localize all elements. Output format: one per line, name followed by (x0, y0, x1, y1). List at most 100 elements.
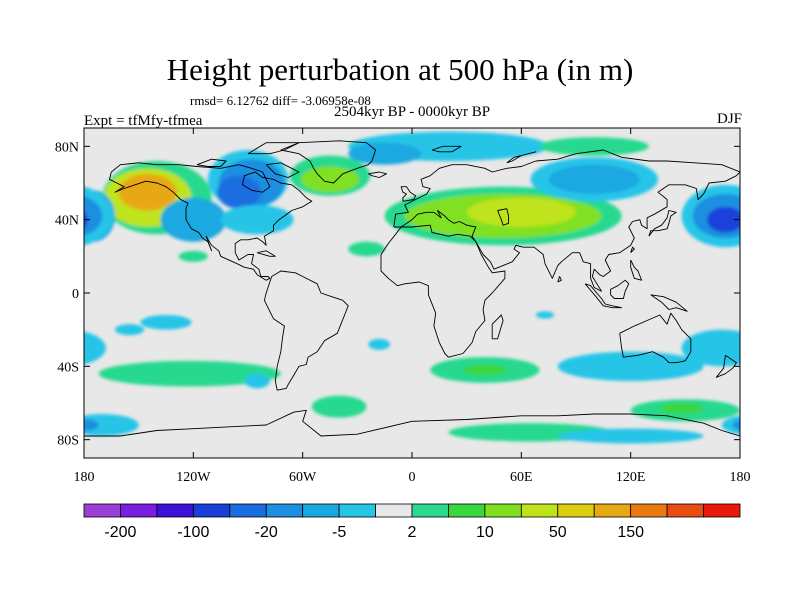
experiment-label: Expt = tfMfy-tfmea (84, 113, 203, 129)
season-label: DJF (716, 111, 742, 127)
coastline-africa (380, 224, 506, 358)
lat-tick-label: 80N (55, 140, 79, 155)
anomaly-indian-ocean-low (535, 311, 555, 319)
anomaly-southern-ocean-low (681, 329, 740, 367)
colorbar-swatch (192, 503, 231, 518)
colorbar-swatch (156, 503, 194, 518)
anomaly-antarctic-low (84, 414, 139, 436)
lon-tick-label: 0 (409, 470, 416, 485)
anomaly-antarctic-high (311, 395, 367, 418)
coastline-ellesmere (247, 142, 300, 155)
colorbar-swatch (83, 503, 121, 518)
colorbar-label: -5 (332, 524, 346, 541)
colorbar-swatch (520, 503, 559, 518)
anomaly-antarctic-low (84, 419, 99, 431)
colorbar-swatch (265, 503, 304, 518)
lon-tick-label: 60W (289, 470, 317, 485)
colorbar-swatch (338, 503, 376, 518)
anomaly-south-pacific-low (114, 324, 145, 336)
colorbar-swatch (557, 503, 595, 518)
coastline-philippines (630, 259, 643, 281)
lon-tick-label: 180 (730, 470, 751, 485)
contour-field (84, 131, 740, 444)
coastline-borneo (610, 279, 630, 299)
lon-tick-label: 60E (510, 470, 533, 485)
colorbar-swatch (302, 503, 340, 518)
colorbar-label: -200 (104, 524, 136, 541)
anomaly-west-pacific-low (84, 196, 103, 236)
anomaly-southern-ocean-high (98, 360, 281, 387)
colorbar-label: 150 (617, 524, 644, 541)
period-label: 2504kyr BP - 0000kyr BP (333, 104, 491, 120)
anomaly-south-atlantic-low (368, 338, 391, 350)
lon-tick-label: 120E (616, 470, 646, 485)
coastline-britain (400, 186, 417, 202)
map-axes: 80N 40N 0 40S 80S 180 120W 60W 0 60E 120E 180 (55, 128, 751, 485)
colorbar-label: -100 (177, 524, 209, 541)
colorbar-swatch (375, 503, 413, 518)
colorbar-swatch (448, 503, 486, 518)
coastline-novaya-zemlya (506, 151, 537, 164)
anomaly-north-america-low (160, 197, 227, 242)
anomaly-antarctic-low (721, 415, 740, 435)
coastline-south-america (263, 270, 349, 391)
anomaly-north-america-low (220, 205, 294, 235)
coastlines (84, 140, 740, 437)
coastline-antarctica (84, 409, 740, 437)
colorbar-swatch (703, 503, 741, 518)
coastline-madagascar (491, 314, 504, 340)
anomaly-southern-ocean-low (244, 373, 270, 389)
coastline-sri-lanka (557, 276, 562, 283)
lat-tick-label: 40S (57, 360, 79, 375)
coastline-japan (648, 210, 677, 237)
anomaly-southern-ocean-low (557, 351, 704, 382)
colorbar-label: 10 (476, 524, 494, 541)
colorbar-swatch (411, 503, 449, 518)
anomaly-antarctic-low (732, 419, 740, 431)
anomaly-tropic-pacific-high (178, 250, 208, 262)
colorbar-swatch (666, 503, 704, 518)
coastline-svalbard (431, 145, 462, 153)
coastline-australia (619, 312, 692, 364)
coastline-caspian (497, 208, 510, 226)
colorbar-label: 50 (549, 524, 567, 541)
colorbar-swatch (120, 503, 158, 518)
lat-tick-label: 40N (55, 214, 79, 229)
colorbar-label: -20 (255, 524, 278, 541)
colorbar-swatch (630, 503, 668, 518)
anomaly-north-pacific-high (118, 173, 177, 211)
anomaly-southern-ocean-low (84, 331, 106, 365)
coastline-new-zealand (715, 354, 737, 378)
chart-title: Height perturbation at 500 hPa (in m) (166, 52, 634, 87)
anomaly-arctic-low (348, 142, 422, 165)
anomaly-siberia-low (548, 164, 640, 194)
colorbar-swatch (229, 503, 267, 518)
coastline-indonesia (584, 283, 623, 309)
anomaly-tropic-atlantic-high (348, 241, 385, 257)
anomaly-antarctic-low (557, 428, 704, 444)
colorbar-label: 2 (408, 524, 417, 541)
anomaly-southern-ocean-high (463, 364, 507, 376)
coastline-greenland (280, 140, 377, 184)
colorbar: -200 -100 -20 -5 2 10 50 150 (83, 503, 741, 541)
anomaly-eurasia-high (466, 197, 576, 227)
coastline-new-guinea (650, 294, 688, 312)
anomaly-west-pacific-low (707, 206, 740, 233)
anomaly-greenland-high (300, 166, 360, 193)
rmsd-label: rmsd= 6.12762 diff= -3.06958e-08 (190, 93, 371, 108)
coastline-taiwan (630, 246, 635, 254)
colorbar-swatch (484, 503, 522, 518)
anomaly-antarctic-high (659, 403, 704, 414)
anomaly-south-pacific-low (140, 315, 192, 330)
coastline-north-america (109, 162, 313, 281)
coastline-iceland (368, 171, 387, 178)
coastline-cuba (256, 250, 276, 257)
lat-tick-label: 0 (72, 287, 79, 302)
anomaly-arctic-high (539, 137, 649, 156)
colorbar-swatch (593, 503, 632, 518)
coastline-baffin (265, 162, 300, 178)
coastline-victoria-island (196, 158, 227, 167)
anomaly-north-america-low (217, 175, 261, 209)
lat-tick-label: 80S (57, 434, 79, 449)
